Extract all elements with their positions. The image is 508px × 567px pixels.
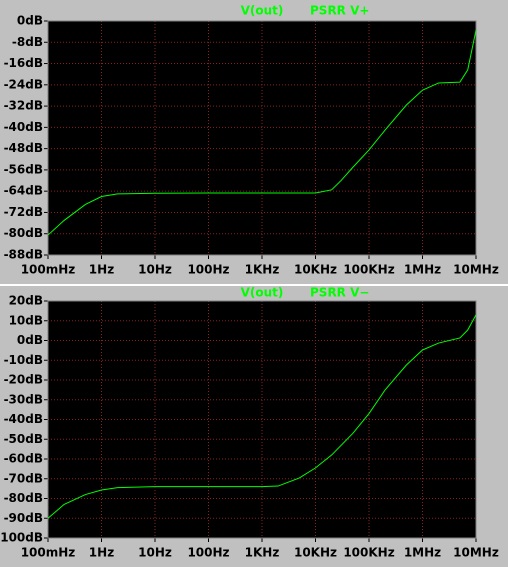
y-tick-label: -8dB [12, 35, 43, 49]
x-tick-label: 100KHz [343, 546, 394, 560]
x-tick-label: 1Hz [89, 546, 114, 560]
x-tick-label: 10KHz [294, 263, 337, 277]
y-tick-label: -16dB [4, 56, 43, 70]
y-tick-label: -64dB [4, 184, 43, 198]
y-axis-label: V(out) [241, 286, 284, 300]
x-tick-label: 10MHz [453, 546, 499, 560]
x-tick-label: 100KHz [343, 263, 394, 277]
y-tick-label: -100dB [0, 531, 43, 545]
y-tick-label: -40dB [4, 120, 43, 134]
y-tick-label: -30dB [4, 392, 43, 406]
x-tick-label: 1KHz [245, 546, 280, 560]
y-tick-label: 10dB [9, 313, 43, 327]
y-tick-label: -48dB [4, 141, 43, 155]
pane-separator [0, 284, 508, 286]
x-tick-label: 1MHz [404, 546, 441, 560]
x-tick-label: 100Hz [187, 546, 229, 560]
y-tick-label: 20dB [9, 294, 43, 308]
trace [47, 314, 477, 519]
x-tick-label: 1KHz [245, 263, 280, 277]
y-tick-label: -60dB [4, 452, 43, 466]
x-tick-label: 10Hz [138, 263, 172, 277]
y-tick-label: -10dB [4, 353, 43, 367]
y-tick-label: -20dB [4, 373, 43, 387]
x-tick-label: 1Hz [89, 263, 114, 277]
x-tick-label: 100mHz [21, 546, 76, 560]
y-tick-label: -72dB [4, 205, 43, 219]
y-tick-label: -24dB [4, 77, 43, 91]
y-tick-label: -32dB [4, 99, 43, 113]
x-tick-label: 10Hz [138, 546, 172, 560]
y-tick-label: -80dB [4, 491, 43, 505]
y-tick-label: -80dB [4, 226, 43, 240]
legend-entry: PSRR V+ [310, 4, 369, 18]
x-tick-label: 10KHz [294, 546, 337, 560]
y-tick-label: 0dB [17, 333, 43, 347]
plot-frame [47, 300, 477, 539]
y-tick-label: -50dB [4, 432, 43, 446]
y-tick-label: -88dB [4, 248, 43, 262]
y-tick-label: -90dB [4, 511, 43, 525]
y-axis-label: V(out) [241, 4, 284, 18]
legend-entry: PSRR V− [310, 286, 369, 300]
x-tick-label: 100Hz [187, 263, 229, 277]
trace [47, 29, 477, 236]
y-tick-label: -56dB [4, 162, 43, 176]
plot-frame [47, 20, 477, 256]
y-tick-label: 0dB [17, 14, 43, 28]
x-tick-label: 10MHz [453, 263, 499, 277]
x-tick-label: 1MHz [404, 263, 441, 277]
y-tick-label: -70dB [4, 471, 43, 485]
x-tick-label: 100mHz [21, 263, 76, 277]
y-tick-label: -40dB [4, 412, 43, 426]
